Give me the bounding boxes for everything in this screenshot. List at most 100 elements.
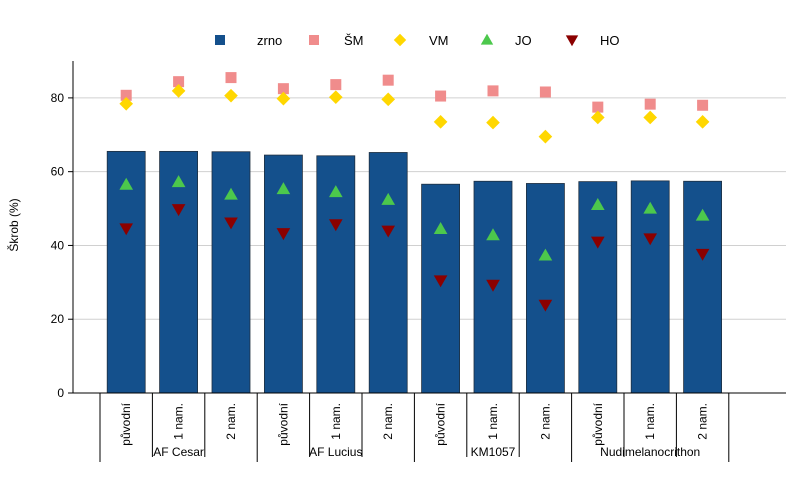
marker-ŠM <box>225 72 237 84</box>
marker-JO <box>433 222 448 234</box>
marker-ŠM <box>697 99 709 111</box>
x-tick-label: 1 nam. <box>172 403 186 440</box>
legend-marker-ŠM <box>309 35 319 45</box>
marker-VM <box>486 115 500 130</box>
marker-ŠM <box>539 86 551 98</box>
legend-label: JO <box>515 33 532 48</box>
y-axis-ticks: 0 20 40 60 80 <box>51 91 73 400</box>
x-tick-label: původní <box>591 402 605 445</box>
marker-VM <box>328 90 343 104</box>
marker-ŠM <box>644 98 656 110</box>
legend-marker-HO <box>565 35 579 47</box>
marker-VM <box>224 88 238 103</box>
bar-zrno <box>159 150 199 394</box>
marker-ŠM <box>120 89 132 101</box>
marker-HO <box>643 233 658 246</box>
marker-ŠM <box>277 83 289 95</box>
marker-ŠM <box>487 85 499 97</box>
x-tick-label: 1 nam. <box>329 403 343 440</box>
legend: zrno ŠM VM JO HO <box>215 33 620 48</box>
marker-JO <box>590 198 605 210</box>
bar-zrno <box>106 150 146 394</box>
bar-zrno <box>368 152 408 394</box>
y-tick-label: 40 <box>51 238 65 252</box>
y-tick-label: 80 <box>51 91 65 105</box>
marker-ŠM <box>173 76 185 88</box>
group-label: AF Lucius <box>309 445 362 459</box>
legend-item: HO <box>565 33 620 48</box>
marker-JO <box>486 228 500 241</box>
x-tick-label: původní <box>276 402 290 445</box>
bar-series-zrno <box>106 150 722 394</box>
legend-marker-JO <box>480 33 494 45</box>
marker-VM <box>643 110 658 125</box>
x-tick-label: 2 nam. <box>538 403 552 440</box>
marker-HO <box>538 299 553 312</box>
group-label: KM1057 <box>471 445 516 459</box>
marker-VM <box>381 92 396 107</box>
marker-JO <box>119 177 134 190</box>
y-axis-title: Škrob (%) <box>6 198 21 251</box>
marker-JO <box>695 208 710 221</box>
x-tick-label: původní <box>119 402 133 445</box>
marker-ŠM <box>382 74 394 86</box>
legend-item: JO <box>480 33 532 48</box>
marker-VM <box>171 84 186 98</box>
marker-HO <box>433 275 448 288</box>
legend-label: ŠM <box>344 33 364 48</box>
y-tick-label: 0 <box>57 386 64 400</box>
y-tick-label: 60 <box>51 165 65 179</box>
marker-JO <box>643 201 658 214</box>
legend-marker-VM <box>393 33 407 47</box>
marker-JO <box>328 185 343 198</box>
x-tick-label: 2 nam. <box>381 403 395 440</box>
marker-VM <box>538 129 553 144</box>
x-axis-categories: původní 1 nam. 2 nam. původní 1 nam. 2 nam. pů… <box>119 402 709 459</box>
marker-series <box>119 72 710 312</box>
marker-VM <box>276 91 291 106</box>
marker-HO <box>328 219 343 232</box>
marker-ŠM <box>330 79 342 91</box>
legend-item: zrno <box>215 33 282 48</box>
marker-JO <box>538 248 553 261</box>
marker-HO <box>381 225 396 238</box>
marker-VM <box>695 115 710 129</box>
x-tick-label: 2 nam. <box>224 403 238 440</box>
marker-HO <box>695 248 710 261</box>
group-label: AF Cesar <box>153 445 204 459</box>
bar-zrno <box>578 181 618 394</box>
x-tick-label: 1 nam. <box>643 403 657 440</box>
marker-HO <box>276 228 291 241</box>
bar-zrno <box>421 183 461 394</box>
x-tick-label: původní <box>434 402 448 445</box>
marker-HO <box>119 223 134 236</box>
marker-JO <box>276 182 291 195</box>
marker-HO <box>486 279 500 292</box>
x-tick-label: 1 nam. <box>486 403 500 440</box>
legend-label: VM <box>429 33 449 48</box>
legend-label: zrno <box>257 33 282 48</box>
marker-ŠM <box>592 101 604 113</box>
bar-zrno <box>630 180 670 394</box>
bar-zrno <box>526 183 565 394</box>
marker-JO <box>381 192 396 205</box>
legend-label: HO <box>600 33 620 48</box>
bar-zrno <box>263 154 303 394</box>
marker-JO <box>224 187 238 200</box>
marker-VM <box>590 110 605 125</box>
marker-HO <box>224 217 238 230</box>
legend-marker-zrno <box>215 35 225 45</box>
y-tick-label: 20 <box>51 312 65 326</box>
marker-VM <box>119 96 134 111</box>
marker-HO <box>590 236 605 249</box>
group-label: Nudimelanocrithon <box>600 445 700 459</box>
legend-item: VM <box>393 33 449 48</box>
axes <box>72 61 786 462</box>
marker-JO <box>171 175 186 188</box>
marker-VM <box>433 115 448 129</box>
x-tick-label: 2 nam. <box>696 403 710 440</box>
marker-HO <box>171 204 186 217</box>
marker-ŠM <box>435 90 447 102</box>
legend-item: ŠM <box>309 33 364 48</box>
